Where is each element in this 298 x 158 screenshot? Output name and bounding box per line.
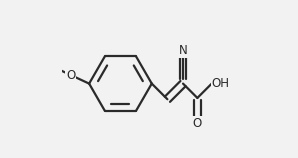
Text: OH: OH: [212, 77, 230, 90]
Text: O: O: [66, 69, 75, 82]
Text: O: O: [193, 117, 202, 130]
Text: N: N: [179, 44, 187, 57]
